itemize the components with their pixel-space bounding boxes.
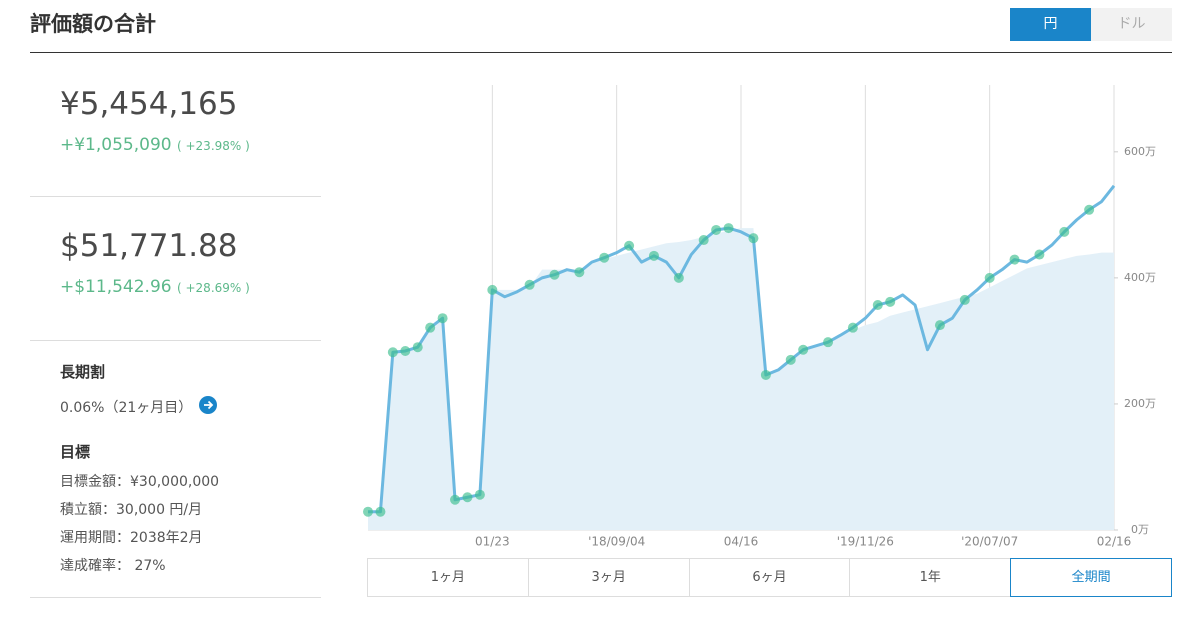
marker	[462, 492, 473, 503]
page-title: 評価額の合計	[30, 12, 156, 36]
period-buttons: 1ヶ月 3ヶ月 6ヶ月 1年 全期間	[367, 558, 1172, 597]
marker	[823, 337, 834, 348]
marker	[599, 252, 610, 263]
x-tick-label: '18/09/04	[588, 535, 645, 549]
goal-label: 目標	[60, 443, 91, 461]
goal-line: 達成確率： 27%	[60, 558, 166, 574]
discount-value: 0.06%（21ヶ月目）	[60, 400, 193, 416]
currency-usd[interactable]: ドル	[1091, 8, 1172, 41]
gain: +$11,542.96	[60, 277, 172, 297]
currency-yen[interactable]: 円	[1010, 8, 1091, 41]
usd-total: $51,771.88	[60, 228, 238, 264]
marker	[487, 284, 498, 295]
marker	[1034, 249, 1045, 260]
marker	[798, 344, 809, 355]
marker	[400, 345, 411, 356]
marker	[934, 320, 945, 331]
x-tick-label: '19/11/26	[837, 535, 894, 549]
marker	[1009, 254, 1020, 265]
marker	[698, 235, 709, 246]
x-tick-label: 02/16	[1097, 535, 1132, 549]
discount-label: 長期割	[60, 363, 106, 381]
divider	[30, 196, 321, 197]
marker	[412, 342, 423, 353]
y-tick-label: 400万	[1124, 271, 1156, 284]
marker	[574, 267, 585, 278]
marker	[673, 272, 684, 283]
marker	[785, 354, 796, 365]
yen-total: ¥5,454,165	[60, 86, 238, 122]
gain: +¥1,055,090	[60, 135, 172, 155]
period-button[interactable]: 全期間	[1010, 558, 1172, 597]
marker	[847, 322, 858, 333]
y-tick-label: 200万	[1124, 397, 1156, 410]
marker	[387, 347, 398, 358]
marker	[748, 233, 759, 244]
marker	[450, 494, 461, 505]
x-tick-label: '20/07/07	[961, 535, 1018, 549]
x-tick-label: 04/16	[724, 535, 759, 549]
marker	[375, 506, 386, 517]
yen-gain: +¥1,055,090 ( +23.98% )	[60, 135, 250, 155]
period-button[interactable]: 6ヶ月	[690, 559, 851, 596]
area	[368, 228, 1114, 530]
marker	[549, 269, 560, 280]
marker	[885, 296, 896, 307]
marker	[984, 272, 995, 283]
x-tick-label: 01/23	[475, 535, 510, 549]
marker	[474, 489, 485, 500]
marker	[524, 279, 535, 290]
period-button[interactable]: 3ヶ月	[529, 559, 690, 596]
y-tick-label: 0万	[1131, 523, 1149, 536]
marker	[425, 322, 436, 333]
gain-pct: ( +23.98% )	[177, 139, 250, 153]
chart: 01/23 '18/09/04 04/16 '19/11/26 '20/07/07 02/…	[363, 85, 1156, 549]
marker	[872, 299, 883, 310]
marker	[959, 294, 970, 305]
period-button[interactable]: 1年	[850, 559, 1012, 596]
marker	[648, 250, 659, 261]
marker	[711, 224, 722, 235]
header-rule	[30, 52, 1172, 53]
marker	[1059, 226, 1070, 237]
marker	[624, 240, 635, 251]
goal-line: 積立額：30,000 円/月	[60, 502, 203, 518]
discount-link[interactable]	[199, 396, 217, 414]
y-tick-label: 600万	[1124, 145, 1156, 158]
goal-line: 運用期間：2038年2月	[60, 530, 203, 546]
marker	[437, 313, 448, 324]
divider	[30, 597, 321, 598]
period-button[interactable]: 1ヶ月	[368, 559, 529, 596]
gain-pct: ( +28.69% )	[177, 281, 250, 295]
marker	[760, 369, 771, 380]
marker	[1084, 204, 1095, 215]
goal-line: 目標金額：¥30,000,000	[60, 474, 220, 490]
marker	[723, 223, 734, 234]
usd-gain: +$11,542.96 ( +28.69% )	[60, 277, 250, 297]
arrow-icon	[204, 400, 214, 410]
divider	[30, 340, 321, 341]
marker	[363, 506, 373, 517]
